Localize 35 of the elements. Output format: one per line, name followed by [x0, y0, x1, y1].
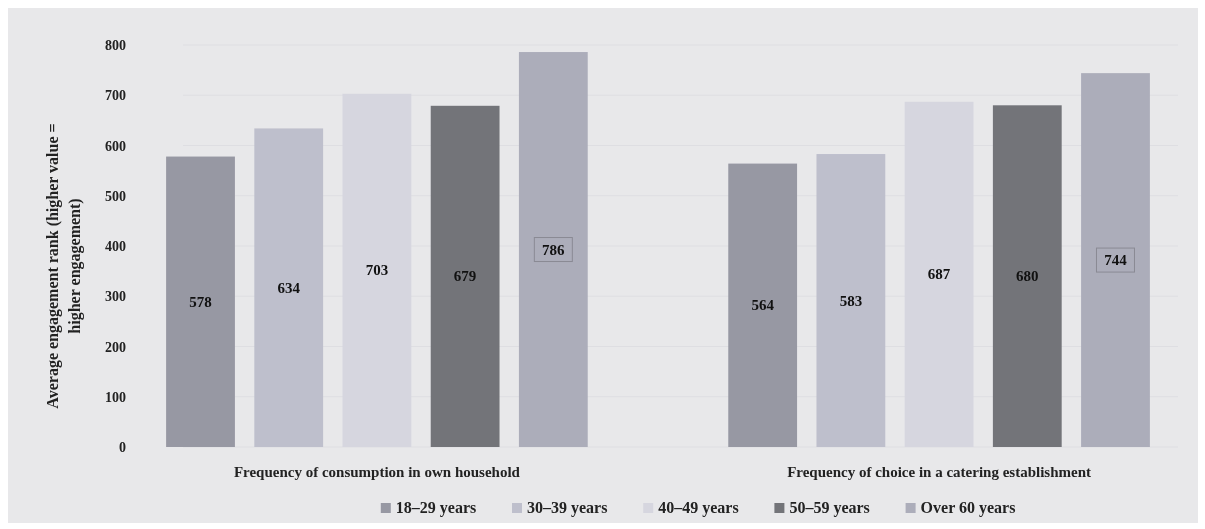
y-tick-label: 600 — [105, 138, 126, 154]
bar — [254, 128, 324, 447]
data-label: 703 — [365, 262, 389, 279]
data-label: 564 — [751, 297, 775, 314]
y-tick-label: 200 — [105, 339, 126, 355]
y-tick-label: 800 — [105, 38, 126, 53]
bar — [166, 156, 235, 447]
data-label: 680 — [1016, 268, 1039, 285]
bar — [1081, 73, 1150, 447]
legend-label: 40–49 years — [658, 499, 739, 517]
y-tick-label: 0 — [119, 440, 126, 455]
bar — [816, 154, 886, 447]
data-label: 578 — [189, 293, 212, 310]
bar — [430, 105, 500, 447]
bar — [728, 163, 798, 447]
y-tick-label: 100 — [105, 389, 126, 405]
y-axis-title: Average engagement rank (higher value = higher engagement) — [44, 123, 84, 409]
bar — [992, 105, 1062, 447]
data-label: 744 — [1104, 252, 1128, 269]
y-tick-label: 700 — [105, 88, 126, 104]
data-label: 634 — [277, 279, 301, 296]
legend-label: 50–59 years — [789, 499, 870, 517]
data-label: 583 — [839, 292, 863, 309]
data-label: 786 — [542, 241, 566, 258]
data-label: 687 — [927, 266, 951, 283]
legend-label: 18–29 years — [395, 499, 477, 517]
x-tick-label: Frequency of consumption in own household — [233, 464, 521, 480]
y-tick-label: 300 — [105, 289, 126, 305]
legend-label: Over 60 years — [920, 499, 1016, 517]
data-label: 679 — [453, 268, 477, 285]
y-tick-label: 400 — [105, 239, 126, 254]
x-tick-label: Frequency of choice in a catering establishment — [787, 464, 1092, 480]
legend-label: 30–39 years — [527, 499, 608, 517]
y-tick-label: 500 — [105, 188, 126, 204]
bar — [518, 52, 588, 447]
